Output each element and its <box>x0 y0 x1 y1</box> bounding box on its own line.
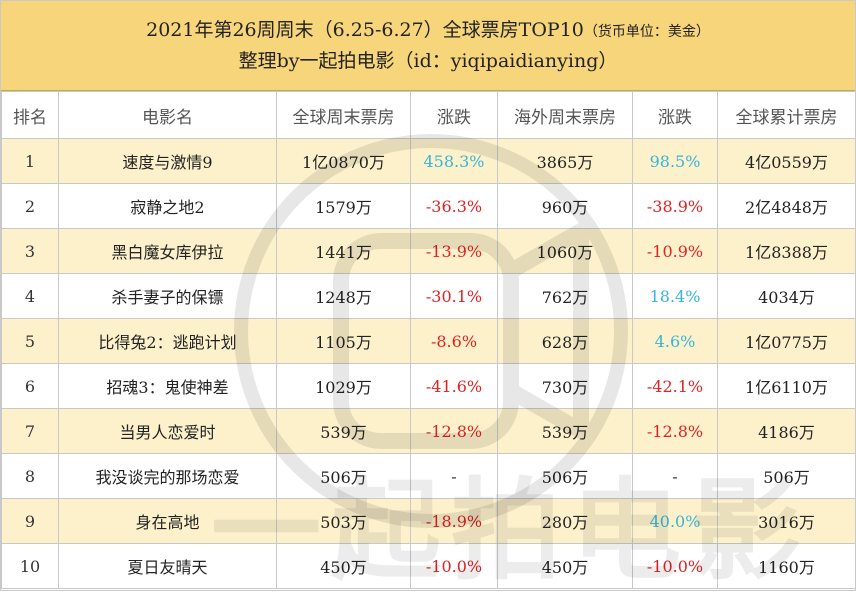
movie-title-cell: 夏日友晴天 <box>58 543 277 589</box>
table-row: 3 黑白魔女库伊拉 1441万 -13.9% 1060万 -10.9% 1亿8388万 <box>1 228 856 274</box>
rank-cell: 6 <box>1 363 59 409</box>
global-total-cell: 2亿4848万 <box>717 183 856 229</box>
global-weekend-cell: 1579万 <box>276 183 411 229</box>
movie-title-cell: 黑白魔女库伊拉 <box>58 228 277 274</box>
rank-cell: 9 <box>1 498 59 544</box>
global-change-cell: - <box>410 453 498 499</box>
column-header: 全球累计票房 <box>717 91 856 139</box>
intl-change-cell: -10.0% <box>632 543 718 589</box>
intl-weekend-cell: 506万 <box>497 453 633 499</box>
table-row: 5 比得兔2：逃跑计划 1105万 -8.6% 628万 4.6% 1亿0775万 <box>1 318 856 364</box>
intl-change-cell: 40.0% <box>632 498 718 544</box>
rank-cell: 4 <box>1 273 59 319</box>
rank-cell: 5 <box>1 318 59 364</box>
title-unit: （货币单位：美金） <box>583 23 710 40</box>
intl-weekend-cell: 3865万 <box>497 138 633 184</box>
global-weekend-cell: 1441万 <box>276 228 411 274</box>
movie-title-cell: 当男人恋爱时 <box>58 408 277 454</box>
rank-cell: 1 <box>1 138 59 184</box>
box-office-table: 排名 电影名 全球周末票房 涨跌 海外周末票房 涨跌 全球累计票房 1 速度与激情9 1亿087… <box>1 91 856 589</box>
rank-cell: 3 <box>1 228 59 274</box>
intl-weekend-cell: 960万 <box>497 183 633 229</box>
global-change-cell: -30.1% <box>410 273 498 319</box>
rank-cell: 10 <box>1 543 59 589</box>
table-row: 4 杀手妻子的保镖 1248万 -30.1% 762万 18.4% 4034万 <box>1 273 856 319</box>
table-body: 1 速度与激情9 1亿0870万 458.3% 3865万 98.5% 4亿0559万 2 寂静… <box>1 138 856 589</box>
title-main: 2021年第26周周末（6.25-6.27）全球票房TOP10 <box>146 18 584 41</box>
movie-title-cell: 速度与激情9 <box>58 138 277 184</box>
intl-weekend-cell: 1060万 <box>497 228 633 274</box>
rank-cell: 8 <box>1 453 59 499</box>
page-title: 2021年第26周周末（6.25-6.27）全球票房TOP10（货币单位：美金） <box>146 16 710 46</box>
column-header: 涨跌 <box>410 91 498 139</box>
movie-title-cell: 我没谈完的那场恋爱 <box>58 453 277 499</box>
table-header-banner: 2021年第26周周末（6.25-6.27）全球票房TOP10（货币单位：美金）… <box>1 1 855 91</box>
global-total-cell: 1亿0775万 <box>717 318 856 364</box>
global-weekend-cell: 539万 <box>276 408 411 454</box>
intl-change-cell: 98.5% <box>632 138 718 184</box>
global-weekend-cell: 1105万 <box>276 318 411 364</box>
table-row: 8 我没谈完的那场恋爱 506万 -506万 -506万 <box>1 453 856 499</box>
column-header: 电影名 <box>58 91 277 139</box>
table-row: 7 当男人恋爱时 539万 -12.8% 539万 -12.8% 4186万 <box>1 408 856 454</box>
global-weekend-cell: 450万 <box>276 543 411 589</box>
table-row: 6 招魂3：鬼使神差 1029万 -41.6% 730万 -42.1% 1亿6110万 <box>1 363 856 409</box>
intl-weekend-cell: 539万 <box>497 408 633 454</box>
movie-title-cell: 招魂3：鬼使神差 <box>58 363 277 409</box>
global-weekend-cell: 503万 <box>276 498 411 544</box>
column-header: 排名 <box>1 91 59 139</box>
column-header: 全球周末票房 <box>276 91 411 139</box>
movie-title-cell: 杀手妻子的保镖 <box>58 273 277 319</box>
rank-cell: 2 <box>1 183 59 229</box>
global-change-cell: -13.9% <box>410 228 498 274</box>
column-header-row: 排名 电影名 全球周末票房 涨跌 海外周末票房 涨跌 全球累计票房 <box>1 91 856 139</box>
global-change-cell: -12.8% <box>410 408 498 454</box>
intl-change-cell: -38.9% <box>632 183 718 229</box>
column-header: 海外周末票房 <box>497 91 633 139</box>
intl-weekend-cell: 628万 <box>497 318 633 364</box>
intl-weekend-cell: 450万 <box>497 543 633 589</box>
intl-change-cell: -12.8% <box>632 408 718 454</box>
rank-cell: 7 <box>1 408 59 454</box>
intl-change-cell: -10.9% <box>632 228 718 274</box>
global-change-cell: -8.6% <box>410 318 498 364</box>
global-change-cell: -10.0% <box>410 543 498 589</box>
table-row: 1 速度与激情9 1亿0870万 458.3% 3865万 98.5% 4亿0559万 <box>1 138 856 184</box>
global-total-cell: 4亿0559万 <box>717 138 856 184</box>
global-total-cell: 1160万 <box>717 543 856 589</box>
movie-title-cell: 身在高地 <box>58 498 277 544</box>
global-weekend-cell: 1248万 <box>276 273 411 319</box>
global-change-cell: -18.9% <box>410 498 498 544</box>
intl-weekend-cell: 280万 <box>497 498 633 544</box>
global-total-cell: 1亿6110万 <box>717 363 856 409</box>
global-total-cell: 506万 <box>717 453 856 499</box>
page-subtitle: 整理by一起拍电影（id：yiqipaidianying） <box>238 49 618 72</box>
global-change-cell: -36.3% <box>410 183 498 229</box>
global-total-cell: 4186万 <box>717 408 856 454</box>
global-total-cell: 1亿8388万 <box>717 228 856 274</box>
intl-weekend-cell: 730万 <box>497 363 633 409</box>
global-weekend-cell: 1亿0870万 <box>276 138 411 184</box>
column-header: 涨跌 <box>632 91 718 139</box>
global-total-cell: 4034万 <box>717 273 856 319</box>
intl-change-cell: - <box>632 453 718 499</box>
movie-title-cell: 寂静之地2 <box>58 183 277 229</box>
global-change-cell: -41.6% <box>410 363 498 409</box>
table-row: 2 寂静之地2 1579万 -36.3% 960万 -38.9% 2亿4848万 <box>1 183 856 229</box>
table-row: 9 身在高地 503万 -18.9% 280万 40.0% 3016万 <box>1 498 856 544</box>
global-weekend-cell: 506万 <box>276 453 411 499</box>
movie-title-cell: 比得兔2：逃跑计划 <box>58 318 277 364</box>
intl-change-cell: 4.6% <box>632 318 718 364</box>
intl-change-cell: 18.4% <box>632 273 718 319</box>
global-total-cell: 3016万 <box>717 498 856 544</box>
global-weekend-cell: 1029万 <box>276 363 411 409</box>
intl-weekend-cell: 762万 <box>497 273 633 319</box>
table-row: 10 夏日友晴天 450万 -10.0% 450万 -10.0% 1160万 <box>1 543 856 589</box>
intl-change-cell: -42.1% <box>632 363 718 409</box>
global-change-cell: 458.3% <box>410 138 498 184</box>
